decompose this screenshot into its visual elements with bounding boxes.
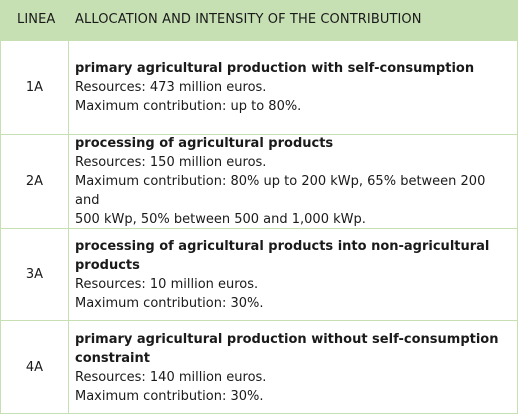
row-resources: Resources: 10 million euros.	[75, 276, 259, 292]
row-contribution-cont: 500 kWp, 50% between 500 and 1,000 kWp.	[75, 212, 366, 227]
table-row: 3A processing of agricultural products i…	[0, 228, 518, 320]
row-contribution: Maximum contribution: 30%.	[75, 388, 264, 404]
table-row: 4A primary agricultural production witho…	[0, 320, 518, 414]
table-row: 1A primary agricultural production with …	[0, 40, 518, 134]
row-details: processing of agricultural products into…	[69, 229, 518, 320]
row-code: 2A	[0, 135, 69, 228]
table-header: LINEA ALLOCATION AND INTENSITY OF THE CO…	[0, 0, 518, 40]
row-title: primary agricultural production with sel…	[75, 61, 475, 76]
row-title-cont: constraint	[75, 350, 150, 366]
row-details: primary agricultural production without …	[69, 321, 518, 414]
row-resources: Resources: 150 million euros.	[75, 155, 267, 170]
table-row: 2A processing of agricultural products R…	[0, 134, 518, 228]
row-code: 4A	[0, 321, 69, 414]
row-contribution: Maximum contribution: 30%.	[75, 295, 264, 311]
header-allocation: ALLOCATION AND INTENSITY OF THE CONTRIBU…	[75, 12, 422, 27]
row-contribution: Maximum contribution: up to 80%.	[75, 99, 302, 114]
row-title: processing of agricultural products	[75, 136, 334, 151]
row-resources: Resources: 473 million euros.	[75, 80, 267, 95]
row-details: processing of agricultural products Reso…	[69, 135, 518, 228]
row-code: 3A	[0, 229, 69, 320]
row-code: 1A	[0, 41, 69, 134]
row-title: primary agricultural production without …	[75, 331, 499, 347]
row-resources: Resources: 140 million euros.	[75, 369, 267, 385]
row-contribution: Maximum contribution: 80% up to 200 kWp,…	[75, 174, 486, 208]
row-details: primary agricultural production with sel…	[69, 41, 518, 134]
header-linea: LINEA	[17, 12, 56, 27]
row-title: processing of agricultural products into…	[75, 238, 490, 273]
